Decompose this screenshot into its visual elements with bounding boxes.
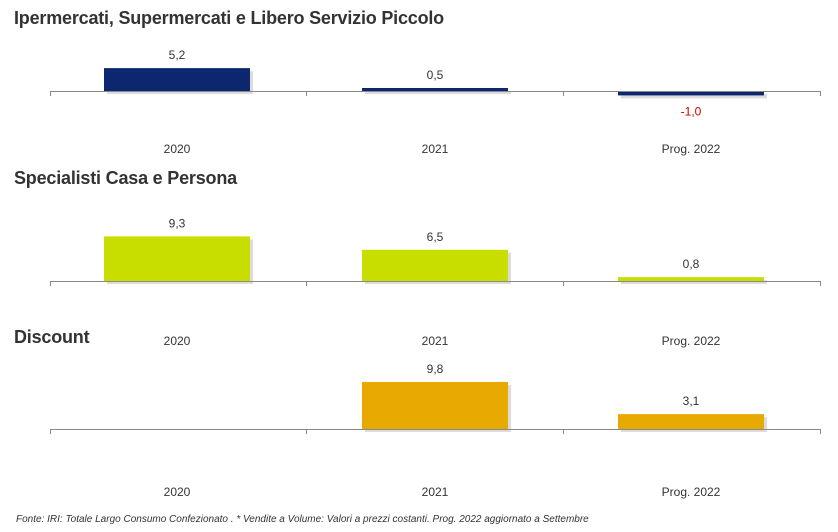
- bar-iper-2: [362, 88, 508, 91]
- chart-title-specialisti: Specialisti Casa e Persona: [14, 168, 237, 188]
- value-label-specialisti-1: 9,3: [169, 216, 186, 230]
- bar-shadow: [621, 280, 767, 284]
- bar-discount-3: [618, 414, 764, 429]
- value-label-specialisti-2: 6,5: [427, 230, 444, 244]
- value-label-iper-2: 0,5: [427, 68, 444, 82]
- bar-chart-specialisti: 9,3 6,5 0,8 2020 2021 Prog. 2022: [50, 216, 821, 348]
- bar-specialisti-1: [104, 236, 250, 281]
- value-label-discount-3: 3,1: [683, 394, 700, 408]
- value-label-discount-2: 9,8: [427, 362, 444, 376]
- category-label-discount-2: 2021: [422, 485, 449, 499]
- category-label-iper-3: Prog. 2022: [662, 142, 721, 156]
- bar-chart-iper: 5,2 0,5 -1,0 2020 2021 Prog. 2022: [50, 48, 821, 156]
- category-label-iper-1: 2020: [164, 142, 191, 156]
- bar-specialisti-2: [362, 249, 508, 281]
- bar-shadow: [621, 94, 767, 99]
- bar-iper-1: [104, 68, 250, 91]
- chart-title-iper: Ipermercati, Supermercati e Libero Servi…: [14, 8, 444, 28]
- value-label-iper-1: 5,2: [169, 48, 186, 62]
- category-label-discount-1: 2020: [164, 485, 191, 499]
- bar-specialisti-3: [618, 277, 764, 281]
- bar-iper-3: [618, 91, 764, 96]
- bar-discount-2: [362, 381, 508, 429]
- category-label-discount-3: Prog. 2022: [662, 485, 721, 499]
- bar-shadow: [365, 91, 511, 94]
- source-footnote: Fonte: IRI: Totale Largo Consumo Confezi…: [16, 514, 589, 525]
- category-label-specialisti-2: 2021: [422, 334, 449, 348]
- category-label-specialisti-1: 2020: [164, 334, 191, 348]
- chart-title-discount: Discount: [14, 327, 90, 347]
- value-label-specialisti-3: 0,8: [683, 257, 700, 271]
- value-label-iper-3: -1,0: [681, 104, 702, 118]
- bar-chart-discount: 9,8 3,1 2020 2021 Prog. 2022: [50, 362, 821, 499]
- category-label-iper-2: 2021: [422, 142, 449, 156]
- category-label-specialisti-3: Prog. 2022: [662, 334, 721, 348]
